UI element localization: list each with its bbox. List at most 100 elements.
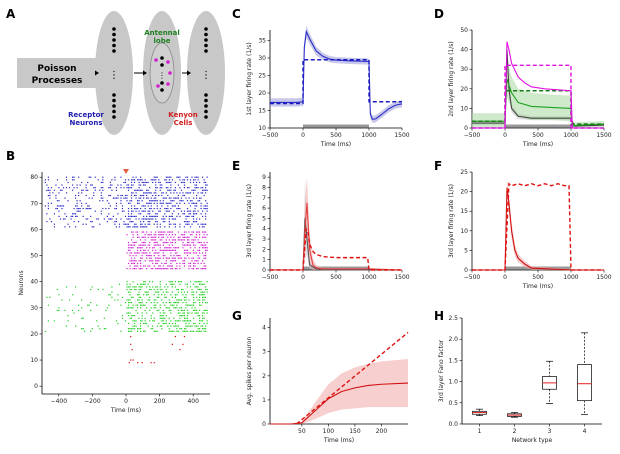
kenyon-dot: [204, 49, 208, 53]
b-spike-antennal: [135, 231, 137, 233]
b-spike-antennal: [195, 309, 198, 312]
b-spike-antennal: [149, 257, 151, 259]
b-spike-receptor: [192, 215, 195, 217]
b-spike-antennal: [82, 328, 84, 330]
b-spike-antennal: [162, 244, 164, 246]
b-spike-receptor: [144, 207, 146, 210]
b-spike-receptor: [146, 189, 148, 191]
b-spike-antennal: [165, 268, 167, 270]
b-spike-antennal: [127, 312, 130, 314]
b-spike-antennal: [170, 309, 172, 312]
b-spike-receptor: [118, 223, 121, 225]
b-spike-receptor: [155, 215, 157, 217]
b-spike-kenyon: [153, 362, 155, 364]
b-spike-antennal: [198, 247, 201, 249]
b-spike-antennal: [136, 312, 139, 314]
b-spike-antennal: [165, 322, 167, 325]
b-spike-receptor: [162, 221, 164, 223]
b-spike-receptor: [85, 187, 87, 189]
b-spike-antennal: [136, 283, 139, 285]
b-spike-antennal: [171, 239, 173, 241]
b-spike-antennal: [186, 304, 189, 306]
poisson-box: [17, 58, 97, 88]
d-x-label: Time (ms): [522, 141, 553, 148]
b-spike-antennal: [133, 262, 136, 265]
b-spike-receptor: [53, 226, 56, 228]
b-spike-receptor: [130, 181, 133, 184]
b-spike-receptor: [100, 187, 102, 189]
b-spike-antennal: [197, 257, 199, 259]
b-spike-receptor: [179, 179, 181, 181]
b-spike-receptor: [133, 189, 136, 191]
b-spike-antennal: [127, 262, 130, 265]
b-spike-receptor: [143, 210, 145, 212]
b-spike-antennal: [174, 320, 176, 322]
b-spike-receptor: [120, 202, 122, 204]
receptor-dot: [112, 104, 116, 108]
b-spike-antennal: [198, 330, 201, 332]
b-spike-receptor: [170, 181, 172, 184]
b-spike-receptor: [153, 176, 155, 178]
b-spike-receptor: [138, 218, 140, 220]
b-spike-antennal: [132, 254, 134, 257]
b-spike-receptor: [76, 210, 78, 212]
b-spike-antennal: [179, 307, 181, 309]
b-spike-antennal: [203, 294, 205, 296]
b-spike-antennal: [189, 252, 192, 254]
b-spike-antennal: [203, 234, 205, 236]
b-spike-receptor: [49, 192, 51, 194]
b-spike-antennal: [149, 260, 151, 262]
b-spike-antennal: [197, 254, 199, 257]
b-spike-antennal: [195, 236, 198, 238]
b-spike-antennal: [143, 252, 145, 254]
b-spike-antennal: [171, 304, 173, 306]
b-spike-antennal: [176, 254, 178, 257]
b-spike-receptor: [149, 221, 151, 223]
b-spike-receptor: [91, 184, 93, 186]
b-spike-antennal: [202, 294, 204, 296]
b-spike-receptor: [155, 200, 157, 202]
b-spike-antennal: [81, 317, 83, 319]
b-spike-antennal: [183, 249, 186, 251]
h-x-tick-label: 4: [583, 428, 587, 435]
b-spike-antennal: [203, 299, 205, 301]
b-spike-antennal: [138, 236, 140, 238]
b-spike-antennal: [130, 262, 133, 265]
b-spike-receptor: [143, 218, 145, 220]
b-spike-antennal: [136, 252, 139, 254]
b-spike-antennal: [159, 317, 161, 319]
b-spike-receptor: [198, 200, 201, 202]
b-spike-antennal: [159, 325, 161, 327]
b-spike-antennal: [202, 291, 204, 293]
b-spike-antennal: [103, 317, 105, 319]
b-spike-receptor: [183, 226, 186, 228]
b-spike-antennal: [174, 247, 176, 249]
b-spike-receptor: [112, 197, 114, 199]
b-spike-antennal: [132, 307, 134, 309]
b-spike-receptor: [155, 176, 157, 178]
b-spike-receptor: [156, 221, 158, 223]
b-spike-antennal: [177, 239, 180, 241]
b-spike-receptor: [87, 218, 89, 220]
b-spike-receptor: [133, 207, 136, 210]
b-spike-antennal: [140, 239, 142, 241]
b-spike-receptor: [123, 221, 125, 223]
b-spike-receptor: [167, 181, 169, 184]
b-spike-receptor: [186, 179, 189, 181]
b-spike-receptor: [153, 215, 155, 217]
b-spike-receptor: [144, 218, 146, 220]
b-spike-antennal: [56, 288, 59, 291]
kenyon-dot: [204, 43, 208, 48]
b-spike-antennal: [130, 301, 133, 304]
b-spike-antennal: [155, 262, 157, 265]
b-spike-receptor: [106, 215, 108, 217]
b-spike-antennal: [161, 249, 163, 251]
b-spike-receptor: [205, 200, 207, 202]
b-spike-receptor: [91, 226, 93, 228]
b-spike-antennal: [141, 244, 143, 246]
b-spike-receptor: [200, 207, 202, 210]
b-spike-receptor: [133, 181, 136, 184]
b-spike-receptor: [108, 202, 110, 204]
b-spike-receptor: [58, 187, 60, 189]
b-spike-receptor: [130, 205, 133, 207]
